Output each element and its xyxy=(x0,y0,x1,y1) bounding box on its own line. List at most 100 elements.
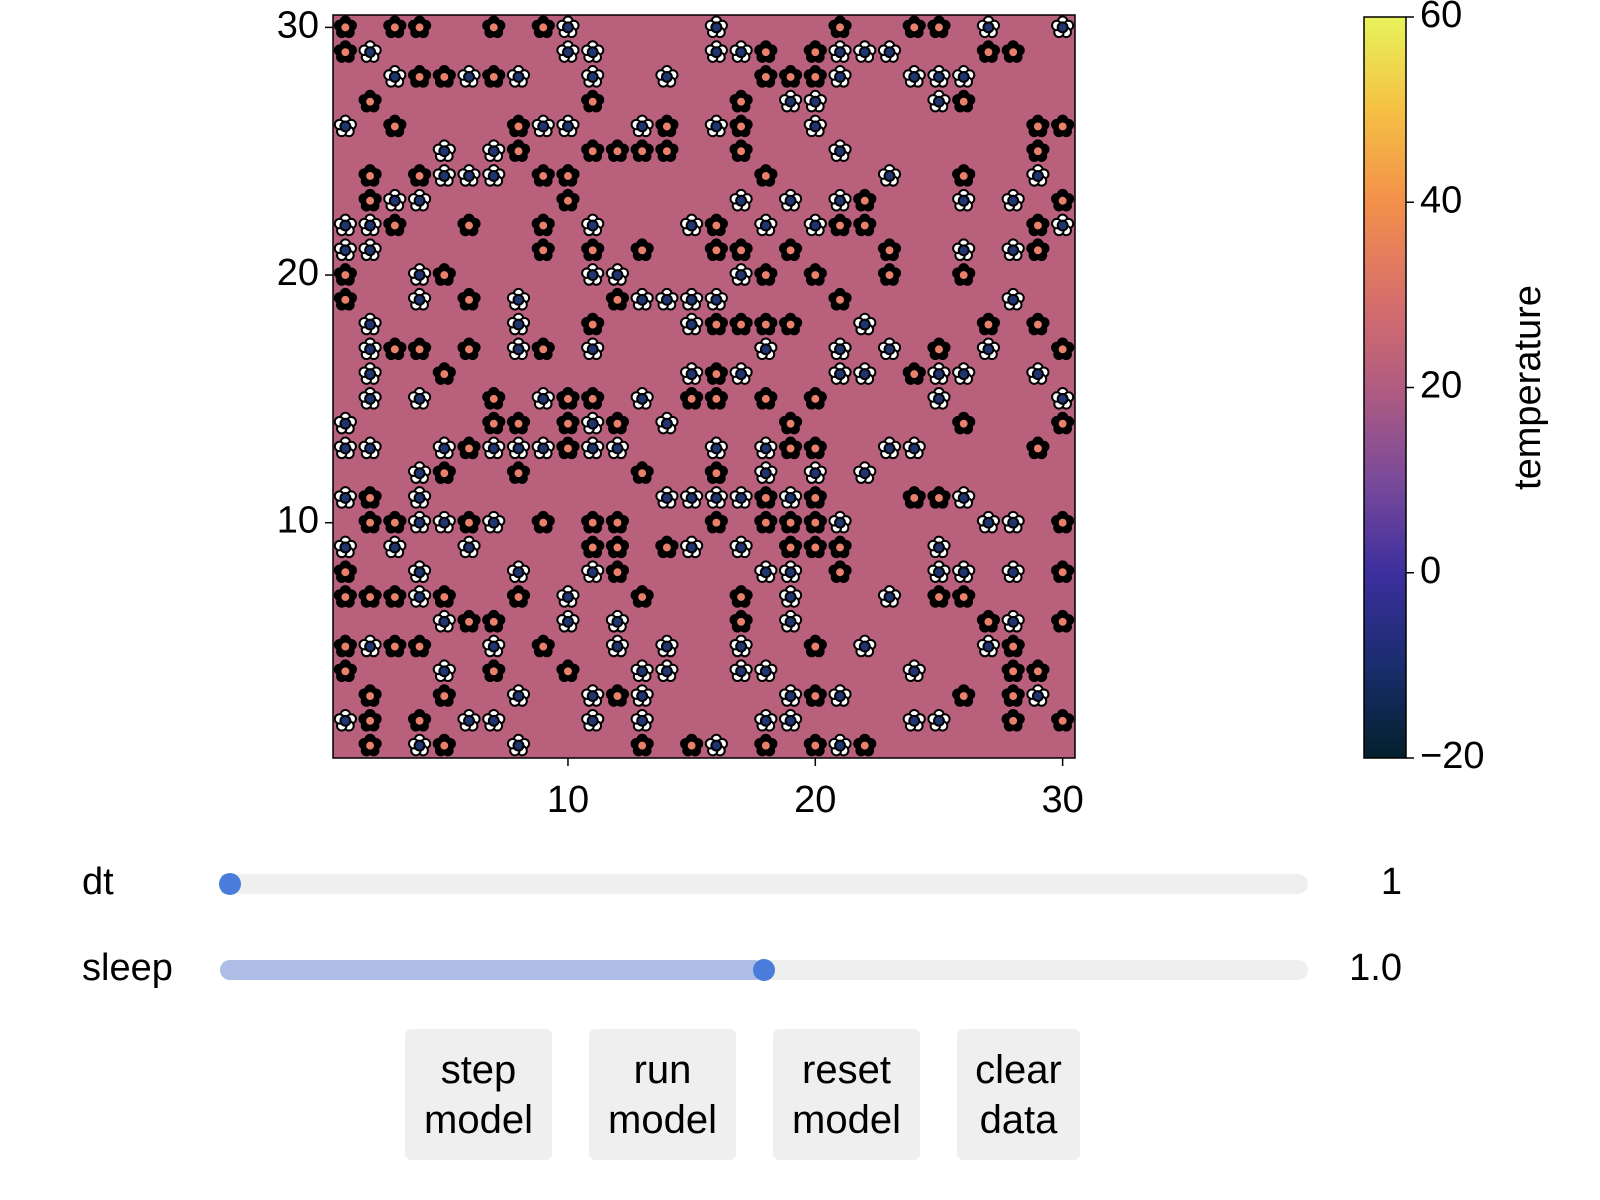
daisy-center xyxy=(809,492,822,504)
daisy xyxy=(556,387,580,410)
daisy-center xyxy=(735,591,748,603)
daisy xyxy=(581,139,605,162)
daisy-center xyxy=(1056,219,1069,232)
daisy-center xyxy=(834,739,846,752)
daisy xyxy=(581,337,605,361)
daisy xyxy=(803,535,827,559)
daisy xyxy=(803,213,827,237)
daisy xyxy=(828,337,852,361)
daisy xyxy=(902,486,926,509)
daisy xyxy=(556,40,580,63)
daisy-center xyxy=(660,541,673,554)
daisy xyxy=(506,114,531,138)
colorbar-tick-label: 20 xyxy=(1420,365,1462,407)
daisy xyxy=(729,40,753,63)
button[interactable]: clear data xyxy=(957,1029,1080,1160)
daisy xyxy=(383,213,407,237)
x-tick-label: 10 xyxy=(547,779,589,821)
button[interactable]: step model xyxy=(405,1029,552,1160)
daisy xyxy=(976,609,1001,633)
daisy xyxy=(630,387,654,410)
daisy-center xyxy=(883,244,896,257)
button[interactable]: reset model xyxy=(773,1029,920,1160)
slider-handle[interactable] xyxy=(753,959,775,981)
daisy-center xyxy=(413,566,426,579)
daisy-center xyxy=(364,714,377,727)
daisy-center xyxy=(1031,442,1044,455)
daisy xyxy=(828,733,852,757)
daisy xyxy=(952,585,976,608)
daisy-center xyxy=(463,219,475,232)
daisy xyxy=(482,139,506,162)
daisy xyxy=(358,213,382,237)
daisy-center xyxy=(1031,170,1044,182)
daisy xyxy=(556,436,580,460)
daisy-center xyxy=(438,368,451,381)
daisy xyxy=(482,15,506,39)
daisy xyxy=(803,436,827,460)
daisy-center xyxy=(834,343,846,356)
daisy xyxy=(1026,114,1050,138)
slider-track[interactable] xyxy=(220,874,1308,894)
daisy xyxy=(1001,634,1025,658)
daisy xyxy=(803,486,827,509)
daisy-center xyxy=(463,714,475,727)
daisy-center xyxy=(759,714,772,727)
daisy xyxy=(803,40,827,63)
daisy-center xyxy=(957,95,970,108)
daisy-center xyxy=(512,442,525,455)
daisy-center xyxy=(759,516,772,529)
daisy xyxy=(407,287,432,311)
daisy xyxy=(432,139,456,162)
daisy-center xyxy=(982,343,995,356)
daisy xyxy=(531,387,555,410)
daisy-center xyxy=(735,244,748,257)
daisy-center xyxy=(759,442,772,455)
daisy xyxy=(457,436,481,460)
daisy xyxy=(407,387,432,410)
daisy-center xyxy=(883,170,896,182)
daisy xyxy=(581,436,605,460)
daisy-center xyxy=(784,318,797,331)
daisy-center xyxy=(735,541,748,554)
daisy-center xyxy=(413,194,426,207)
daisy xyxy=(853,362,877,385)
daisy xyxy=(778,609,803,633)
daisy xyxy=(482,708,506,732)
daisy-center xyxy=(660,293,673,306)
daisy-center xyxy=(512,566,525,579)
daisy-center xyxy=(982,318,995,331)
button[interactable]: run model xyxy=(589,1029,736,1160)
daisy xyxy=(902,708,926,732)
daisy-center xyxy=(413,269,426,281)
daisy xyxy=(927,362,951,385)
daisy xyxy=(952,89,976,113)
daisy-center xyxy=(834,368,846,381)
daisy-center xyxy=(586,392,599,405)
daisy-center xyxy=(487,70,500,83)
daisy xyxy=(853,634,877,658)
slider-handle[interactable] xyxy=(219,873,241,895)
daisy-center xyxy=(784,591,797,603)
daisy-center xyxy=(660,417,673,430)
daisy-center xyxy=(562,442,574,455)
daisy xyxy=(1001,40,1025,63)
daisy-center xyxy=(562,417,574,430)
daisy-center xyxy=(562,392,574,405)
daisy xyxy=(556,609,580,633)
daisy-center xyxy=(636,690,649,703)
daisy xyxy=(704,510,728,534)
daisy-center xyxy=(537,392,550,405)
daisy-center xyxy=(364,194,377,207)
daisy-center xyxy=(388,70,401,83)
daisy xyxy=(952,362,976,385)
daisy-center xyxy=(339,244,352,257)
daisy xyxy=(1026,139,1050,162)
daisy-center xyxy=(1056,516,1069,529)
daisy-center xyxy=(858,46,871,59)
daisy xyxy=(803,634,827,658)
daisy-center xyxy=(685,739,698,752)
daisy-center xyxy=(685,318,698,331)
daisy xyxy=(927,89,951,113)
daisy-center xyxy=(611,145,624,158)
